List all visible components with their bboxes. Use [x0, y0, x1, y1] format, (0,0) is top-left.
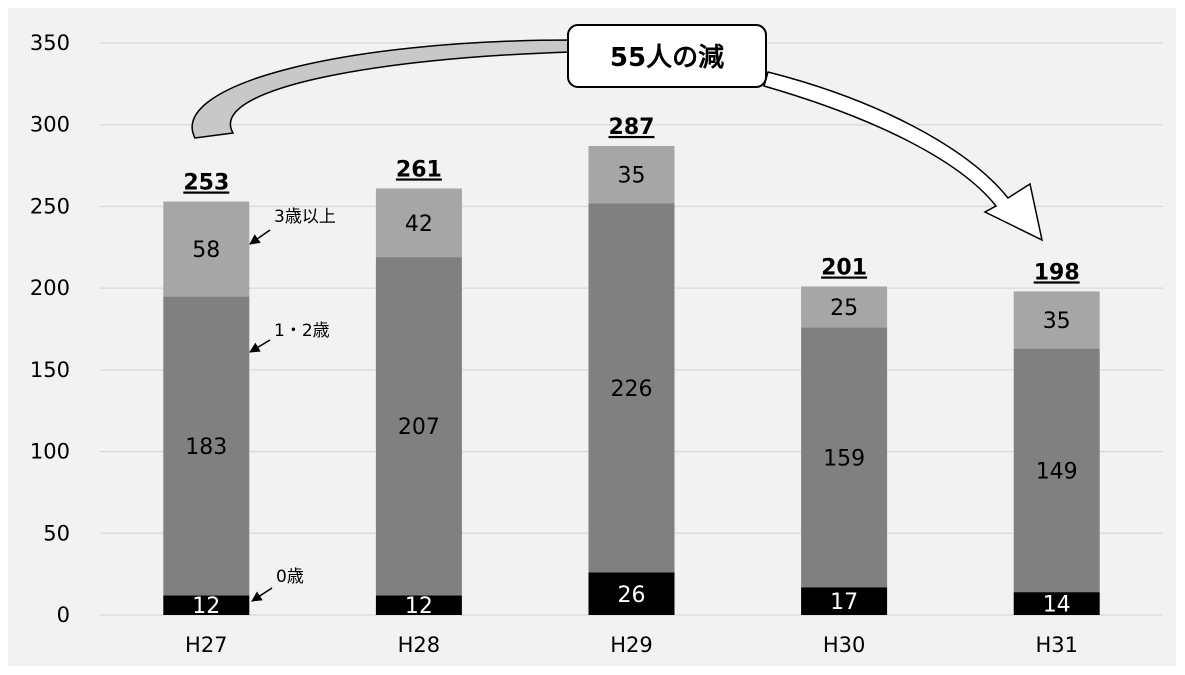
bar-segment [1013, 291, 1100, 349]
bar-segment [375, 188, 462, 258]
bar-segment [375, 595, 462, 615]
annotation-age0: 0歳 [276, 567, 304, 587]
bar-segment [588, 572, 675, 615]
data-label: 14 [1043, 593, 1071, 618]
x-tick-label: H31 [1035, 633, 1078, 657]
data-label: 226 [611, 377, 653, 402]
bars: 12 183 58 253 12 207 42 261 26 226 35 287 17 159 25 201… [163, 115, 1100, 619]
annotation-age3plus: 3歳以上 [274, 207, 336, 227]
annotation-age0-arrow-icon [251, 587, 273, 602]
data-label: 58 [192, 238, 220, 263]
bar-segment [1013, 348, 1100, 593]
x-tick-label: H27 [185, 633, 228, 657]
bar-segment [375, 257, 462, 596]
y-tick-label: 0 [57, 603, 70, 627]
bar-segment [163, 201, 250, 297]
data-label: 12 [405, 594, 433, 619]
data-label: 159 [823, 446, 865, 471]
data-label: 183 [185, 435, 227, 460]
y-tick-label: 250 [30, 194, 70, 218]
annotation-age3plus-arrow-icon [249, 229, 271, 245]
y-tick-label: 150 [30, 358, 70, 382]
total-label: 201 [821, 256, 867, 281]
bar-segment [163, 296, 250, 596]
decrease-arrow-head-icon [763, 71, 1044, 242]
x-tick-label: H30 [823, 633, 866, 657]
data-label: 42 [405, 212, 433, 237]
bar-segment [801, 587, 888, 615]
data-label: 207 [398, 415, 440, 440]
annotation-age12-arrow-icon [249, 339, 271, 353]
bar-segment [588, 145, 675, 204]
y-tick-label: 50 [43, 521, 70, 545]
callout-box [567, 24, 767, 88]
x-tick-label: H28 [398, 633, 441, 657]
data-label: 149 [1036, 459, 1078, 484]
data-label: 26 [618, 583, 646, 608]
y-tick-label: 300 [30, 113, 70, 137]
data-label: 25 [830, 296, 858, 321]
callout-text: 55人の減 [610, 43, 724, 73]
bar-segment [801, 327, 888, 588]
data-label: 17 [830, 590, 858, 615]
bar-segment [1013, 592, 1100, 615]
stacked-bar-chart: 0 50 100 150 200 250 300 350 12 183 58 253 12 207 42 2… [30, 24, 1163, 657]
data-label: 35 [618, 164, 646, 189]
bar-segment [588, 203, 675, 573]
data-label: 12 [192, 594, 220, 619]
bar-segment [163, 595, 250, 615]
x-tick-label: H29 [610, 633, 653, 657]
y-axis-ticks: 0 50 100 150 200 250 300 350 [30, 31, 70, 627]
decrease-arrow-icon [191, 39, 574, 139]
total-label: 261 [396, 157, 442, 182]
total-label: 198 [1034, 260, 1080, 285]
annotation-age12: 1・2歳 [274, 321, 330, 341]
chart-frame: 0 50 100 150 200 250 300 350 12 183 58 253 12 207 42 2… [8, 8, 1176, 666]
y-tick-label: 200 [30, 276, 70, 300]
total-label: 287 [609, 115, 655, 140]
bar-segment [801, 286, 888, 328]
x-axis-ticks: H27 H28 H29 H30 H31 [185, 633, 1078, 657]
y-tick-label: 100 [30, 440, 70, 464]
y-tick-label: 350 [30, 31, 70, 55]
total-label: 253 [183, 171, 229, 196]
data-label: 35 [1043, 309, 1071, 334]
